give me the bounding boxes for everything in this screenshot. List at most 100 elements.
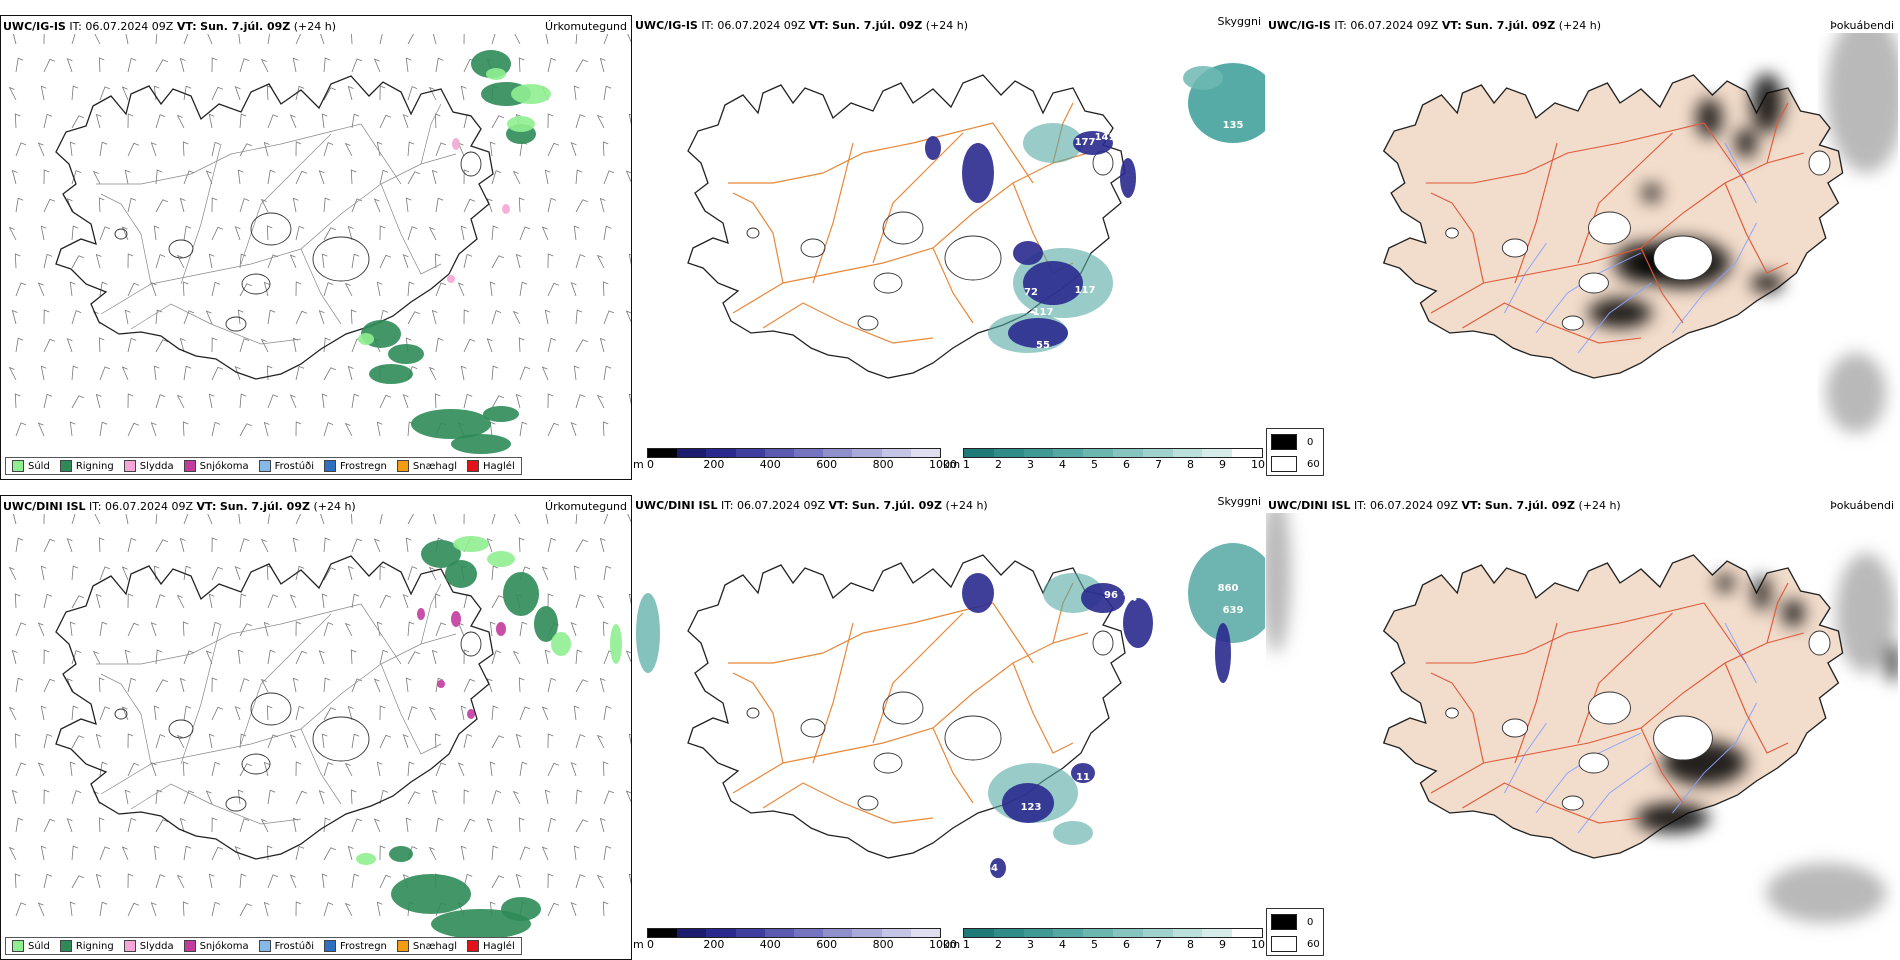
legend-item-snjókoma: Snjókoma	[183, 460, 249, 472]
it-label: IT:	[1334, 19, 1347, 32]
variable-title: Úrkomutegund	[545, 500, 627, 513]
visibility-value-label: 64	[984, 863, 998, 874]
it-value: 06.07.2024 09Z	[85, 20, 174, 33]
legend-swatch	[467, 460, 480, 472]
lead-time: (+24 h)	[1558, 19, 1602, 32]
visibility-value-label: 117	[1075, 285, 1096, 296]
vt-label: VT:	[1461, 499, 1482, 512]
colorbar-tick: 200	[703, 458, 725, 471]
fog-legend-item: 0	[1271, 914, 1313, 930]
legend-item-súld: Súld	[12, 940, 50, 952]
fog-legend-item: 60	[1271, 456, 1320, 472]
vt-value: Sun. 7.júl. 09Z	[851, 499, 942, 512]
colorbar-tick: 9	[1219, 458, 1226, 471]
colorbar-tick: 3	[1027, 938, 1034, 951]
vt-label: VT:	[828, 499, 849, 512]
colorbar-tick: 8	[1187, 938, 1194, 951]
colorbar-unit: m	[633, 938, 644, 951]
legend-label: Snjókoma	[199, 460, 249, 472]
vt-value: Sun. 7.júl. 09Z	[832, 19, 923, 32]
variable-title: Skyggni	[1217, 495, 1261, 508]
colorbar-tick: 4	[1059, 938, 1066, 951]
colorbar-tick: 5	[1091, 938, 1098, 951]
model-name: UWC/DINI ISL	[635, 499, 718, 512]
legend-label: Frostúði	[274, 460, 314, 472]
visibility-value-label: 86	[1056, 345, 1070, 356]
visibility-value-label: 135	[1223, 120, 1244, 131]
lead-time: (+24 h)	[945, 499, 988, 512]
it-value: 06.07.2024 09Z	[717, 19, 806, 32]
visibility-value-label: 860	[1218, 583, 1239, 594]
colorbar-strip	[963, 448, 1263, 458]
visibility-colorbar: km 1 2 3 4 5 6 7 8 9 10	[943, 448, 1265, 480]
colorbar-tick: 6	[1123, 938, 1130, 951]
visibility-value-label: 103	[1123, 135, 1144, 146]
legend-item-snæhagl: Snæhagl	[396, 460, 458, 472]
legend-item-slydda: Slydda	[123, 460, 174, 472]
model-name: UWC/IG-IS	[635, 19, 698, 32]
visibility-map: 860 639 96 74 123 11 64 81	[636, 543, 1265, 878]
legend-swatch	[396, 940, 409, 952]
visibility-value-label: 117	[1033, 307, 1054, 318]
precip-map	[8, 514, 631, 939]
fog-map	[1266, 513, 1898, 923]
visibility-panel-row1: UWC/IG-IS IT: 06.07.2024 09Z VT: Sun. 7.…	[633, 15, 1265, 480]
precip-legend: Súld Rigning Slydda Snjókoma Frostúði Frostre…	[5, 937, 522, 955]
precip-map	[8, 34, 631, 454]
legend-item-rigning: Rigning	[59, 460, 114, 472]
colorbar-tick: 400	[759, 938, 781, 951]
variable-title: Skyggni	[1217, 15, 1261, 28]
colorbar-tick: 1000	[929, 938, 957, 951]
colorbar-tick: 1	[963, 458, 970, 471]
vt-value: Sun. 7.júl. 09Z	[219, 500, 310, 513]
colorbar-tick: 0	[647, 938, 654, 951]
legend-item-slydda: Slydda	[123, 940, 174, 952]
legend-swatch	[324, 940, 336, 952]
legend-label: Súld	[28, 460, 50, 472]
legend-label: Snæhagl	[412, 460, 458, 472]
colorbar-tick: 4	[1059, 458, 1066, 471]
lead-time: (+24 h)	[293, 20, 337, 33]
model-name: UWC/DINI ISL	[3, 500, 86, 513]
colorbar-tick: 7	[1155, 458, 1162, 471]
panel-header: UWC/DINI ISL IT: 06.07.2024 09Z VT: Sun.…	[635, 499, 988, 512]
legend-swatch	[59, 460, 72, 472]
model-name: UWC/IG-IS	[3, 20, 66, 33]
precip-legend: Súld Rigning Slydda Snjókoma Frostúði Frostre…	[5, 457, 522, 475]
colorbar-tick: 1000	[929, 458, 957, 471]
fog-legend: 0 60	[1266, 908, 1324, 956]
vt-label: VT:	[176, 20, 197, 33]
legend-swatch	[258, 940, 271, 952]
colorbar-tick: 5	[1091, 458, 1098, 471]
height-colorbar: m 0 200 400 600 800 1000	[633, 448, 957, 480]
colorbar-tick: 10	[1251, 938, 1265, 951]
colorbar-tick: 1	[963, 938, 970, 951]
colorbar-tick: 0	[647, 458, 654, 471]
visibility-value-label: 123	[1021, 802, 1042, 813]
legend-swatch	[123, 460, 136, 472]
panel-header: UWC/IG-IS IT: 06.07.2024 09Z VT: Sun. 7.…	[1268, 19, 1601, 32]
colorbar-tick: 9	[1219, 938, 1226, 951]
model-name: UWC/IG-IS	[1268, 19, 1331, 32]
legend-swatch	[258, 460, 271, 472]
legend-item-frostúði: Frostúði	[258, 460, 314, 472]
panel-header: UWC/IG-IS IT: 06.07.2024 09Z VT: Sun. 7.…	[635, 19, 968, 32]
colorbar-strip	[647, 448, 941, 458]
legend-label: Frostúði	[274, 940, 314, 952]
visibility-value-label: 74	[1123, 593, 1137, 604]
vt-value: Sun. 7.júl. 09Z	[200, 20, 291, 33]
it-label: IT:	[89, 500, 102, 513]
fog-legend-item: 0	[1271, 434, 1313, 450]
legend-swatch	[183, 940, 196, 952]
visibility-map: 135 177 141 103 72 117 117 55 86	[687, 63, 1265, 379]
fog-legend-swatch	[1271, 434, 1297, 450]
legend-item-súld: Súld	[12, 460, 50, 472]
lead-time: (+24 h)	[1578, 499, 1621, 512]
legend-swatch	[59, 940, 72, 952]
colorbar-unit: m	[633, 458, 644, 471]
fog-legend-swatch	[1271, 914, 1297, 930]
legend-item-frostregn: Frostregn	[324, 460, 387, 472]
colorbar-tick: 800	[872, 938, 894, 951]
colorbar-tick: 600	[816, 938, 838, 951]
colorbar-tick: 7	[1155, 938, 1162, 951]
